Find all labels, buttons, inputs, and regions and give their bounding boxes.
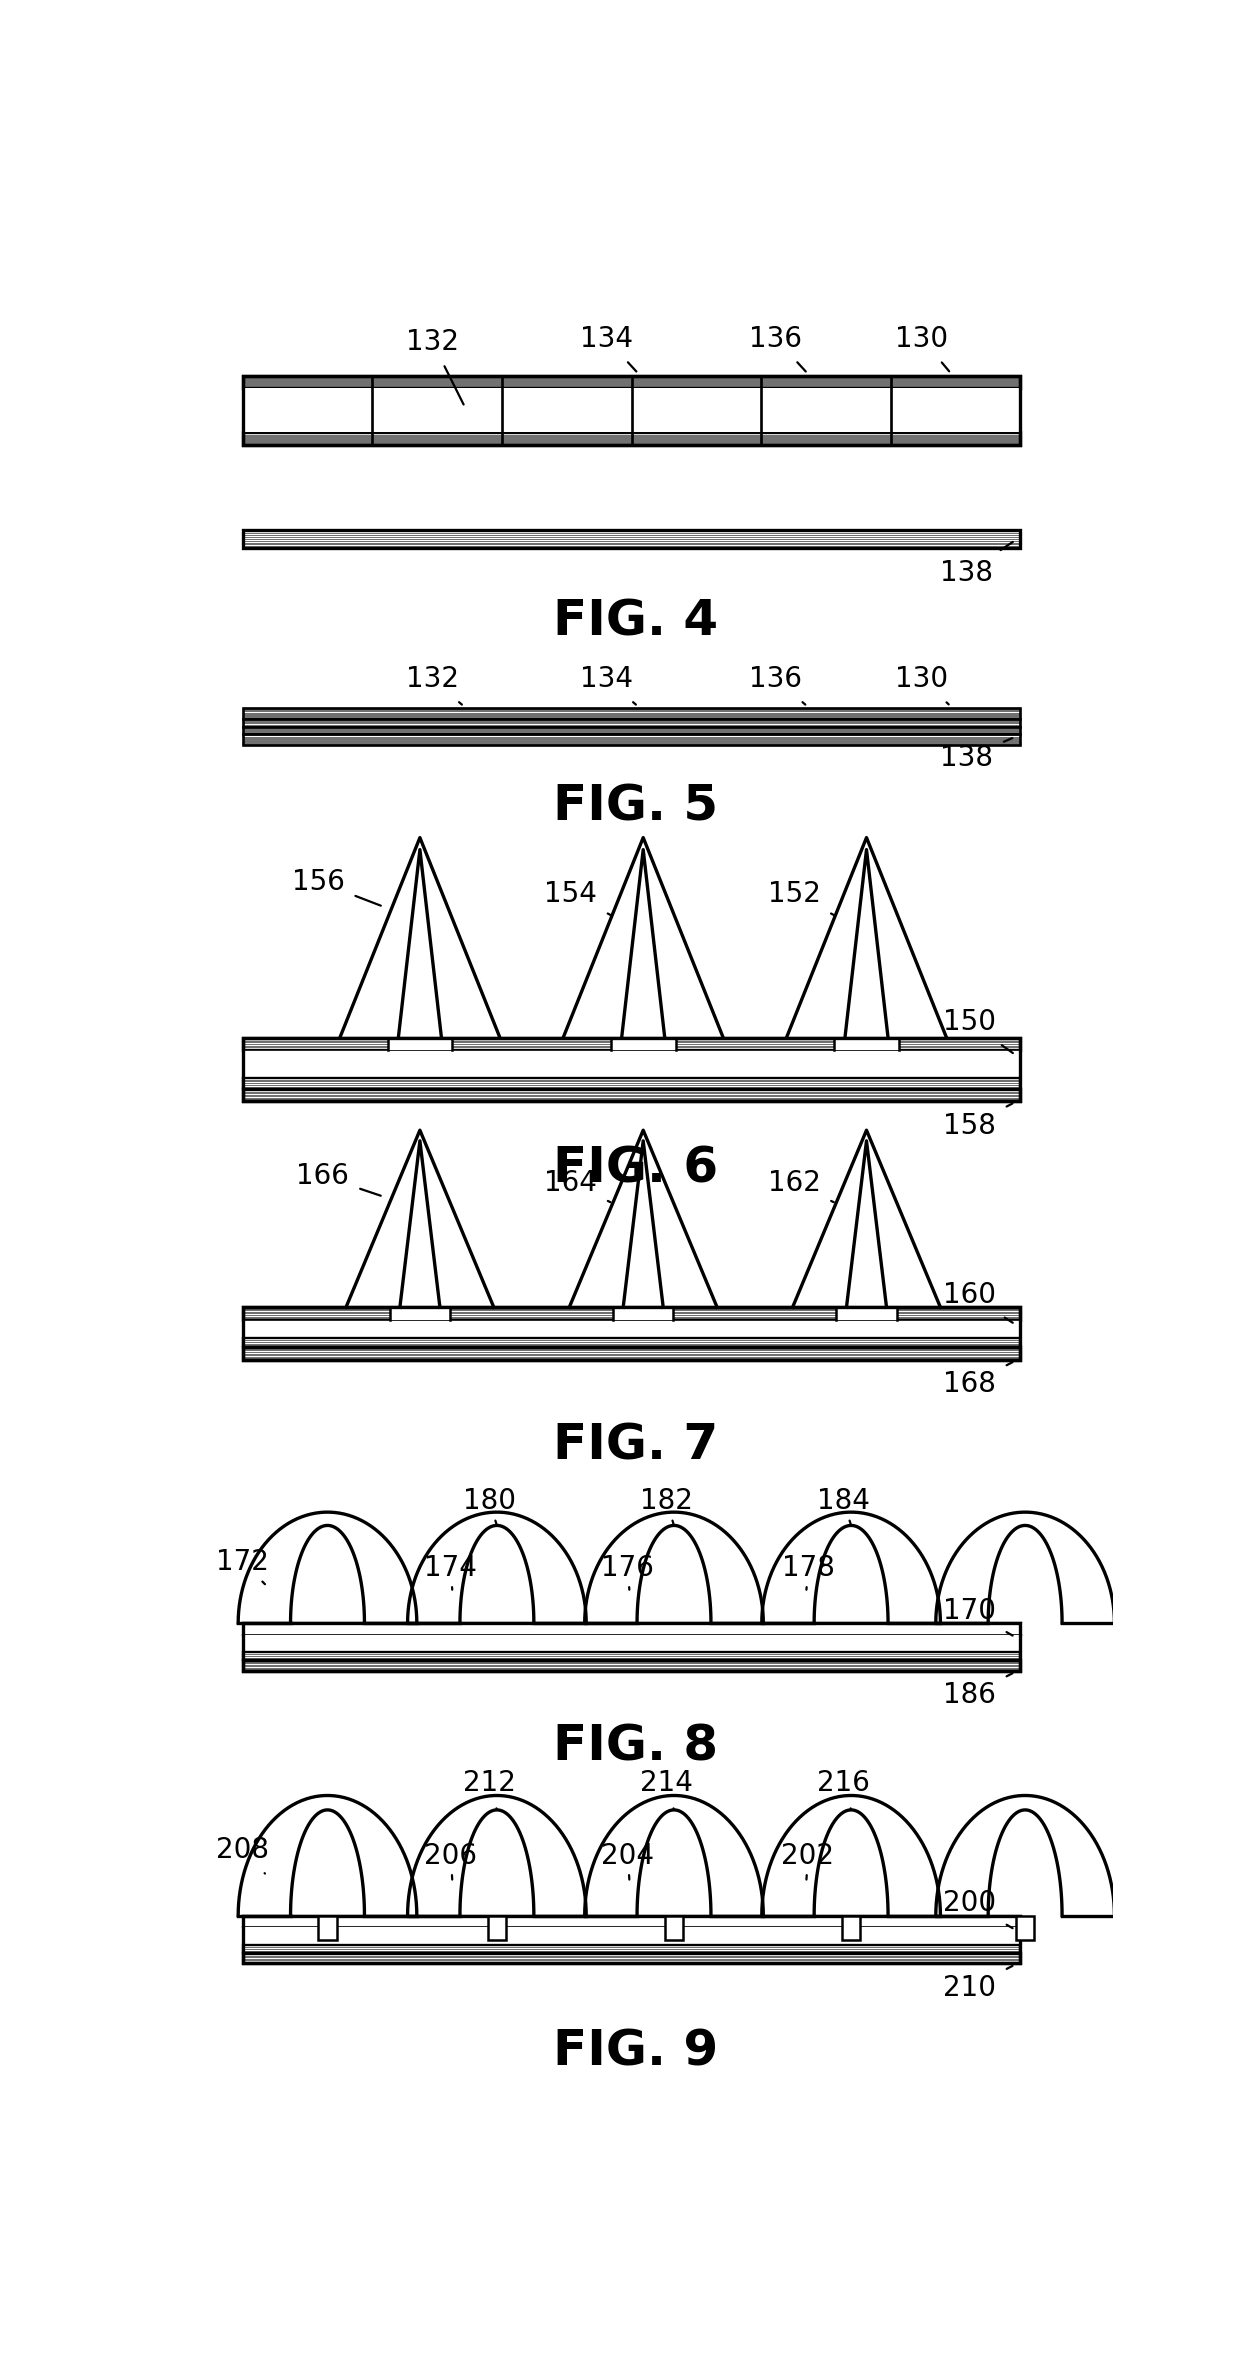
Text: 130: 130 <box>895 326 949 371</box>
Text: 206: 206 <box>424 1841 477 1879</box>
Bar <box>243 1916 1021 1964</box>
Text: 134: 134 <box>580 666 636 706</box>
Bar <box>243 1038 1021 1050</box>
Bar <box>611 1038 676 1050</box>
Text: 186: 186 <box>944 1673 1013 1709</box>
Text: 200: 200 <box>944 1890 1013 1928</box>
Text: 154: 154 <box>544 880 610 916</box>
Bar <box>243 432 1021 446</box>
Bar <box>389 1307 450 1319</box>
Bar <box>243 1348 1021 1359</box>
Text: 178: 178 <box>781 1553 835 1591</box>
Text: FIG. 5: FIG. 5 <box>553 784 718 831</box>
Text: 132: 132 <box>405 328 464 404</box>
Bar <box>243 1079 1021 1088</box>
Text: 130: 130 <box>895 666 949 703</box>
Text: 134: 134 <box>580 326 636 371</box>
Bar <box>388 1038 453 1050</box>
Bar <box>837 1307 897 1319</box>
Text: 216: 216 <box>817 1770 869 1810</box>
Text: 172: 172 <box>216 1548 269 1584</box>
Text: 174: 174 <box>424 1553 477 1591</box>
Bar <box>665 1916 683 1940</box>
Text: 136: 136 <box>749 326 806 371</box>
Bar <box>936 1916 1115 1926</box>
Text: 156: 156 <box>291 868 381 906</box>
Bar <box>243 1652 1021 1659</box>
Bar <box>238 1916 417 1926</box>
Text: 212: 212 <box>463 1770 516 1810</box>
Bar <box>243 1307 1021 1319</box>
Bar <box>243 1659 1021 1671</box>
Bar <box>243 375 1021 387</box>
Bar <box>936 1624 1115 1633</box>
Text: 138: 138 <box>940 543 1013 588</box>
Bar <box>243 529 1021 548</box>
Text: FIG. 6: FIG. 6 <box>553 1145 718 1192</box>
Bar <box>243 1338 1021 1348</box>
Bar <box>408 1624 587 1633</box>
Bar <box>243 387 1021 432</box>
Text: 166: 166 <box>296 1161 381 1197</box>
Text: 176: 176 <box>601 1553 655 1591</box>
Bar <box>243 1926 1021 1945</box>
Bar <box>585 1624 764 1633</box>
Bar <box>243 1050 1021 1079</box>
Bar <box>243 1088 1021 1100</box>
Text: 162: 162 <box>768 1168 833 1201</box>
Bar <box>319 1916 337 1940</box>
Bar <box>243 708 1021 720</box>
Bar <box>487 1916 506 1940</box>
Bar <box>761 1916 940 1926</box>
Text: 168: 168 <box>944 1362 1013 1397</box>
Bar <box>243 1319 1021 1338</box>
Bar <box>243 720 1021 727</box>
Text: 184: 184 <box>817 1487 869 1525</box>
Text: 210: 210 <box>944 1966 1013 2001</box>
Bar <box>243 1633 1021 1652</box>
Text: FIG. 4: FIG. 4 <box>553 597 718 647</box>
Bar <box>243 1624 1021 1633</box>
Text: FIG. 9: FIG. 9 <box>553 2027 718 2074</box>
Text: 150: 150 <box>944 1008 1013 1053</box>
Bar <box>243 375 1021 446</box>
Text: 182: 182 <box>640 1487 693 1525</box>
Text: 152: 152 <box>768 880 833 916</box>
Text: 202: 202 <box>781 1841 835 1879</box>
Text: 204: 204 <box>601 1841 655 1879</box>
Text: 158: 158 <box>944 1104 1013 1140</box>
Bar <box>243 1952 1021 1964</box>
Bar <box>585 1916 764 1926</box>
Text: 138: 138 <box>940 739 1012 772</box>
Bar <box>243 1624 1021 1671</box>
Text: 164: 164 <box>544 1168 610 1201</box>
Bar <box>408 1916 587 1926</box>
Bar <box>243 1916 1021 1926</box>
Text: 160: 160 <box>944 1281 1013 1322</box>
Bar <box>243 1307 1021 1359</box>
Bar <box>613 1307 673 1319</box>
Text: 170: 170 <box>944 1598 1013 1635</box>
Bar <box>1016 1916 1034 1940</box>
Bar <box>243 734 1021 746</box>
Text: FIG. 8: FIG. 8 <box>553 1723 718 1770</box>
Text: 214: 214 <box>640 1770 693 1810</box>
Text: 208: 208 <box>216 1836 269 1874</box>
Bar <box>243 1945 1021 1952</box>
Text: 136: 136 <box>749 666 805 706</box>
Bar <box>842 1916 861 1940</box>
Bar <box>238 1624 417 1633</box>
Text: FIG. 7: FIG. 7 <box>553 1421 718 1470</box>
Text: 180: 180 <box>463 1487 516 1525</box>
Bar <box>243 727 1021 734</box>
Bar <box>243 1038 1021 1100</box>
Text: 132: 132 <box>405 666 461 706</box>
Bar <box>761 1624 940 1633</box>
Bar <box>835 1038 899 1050</box>
